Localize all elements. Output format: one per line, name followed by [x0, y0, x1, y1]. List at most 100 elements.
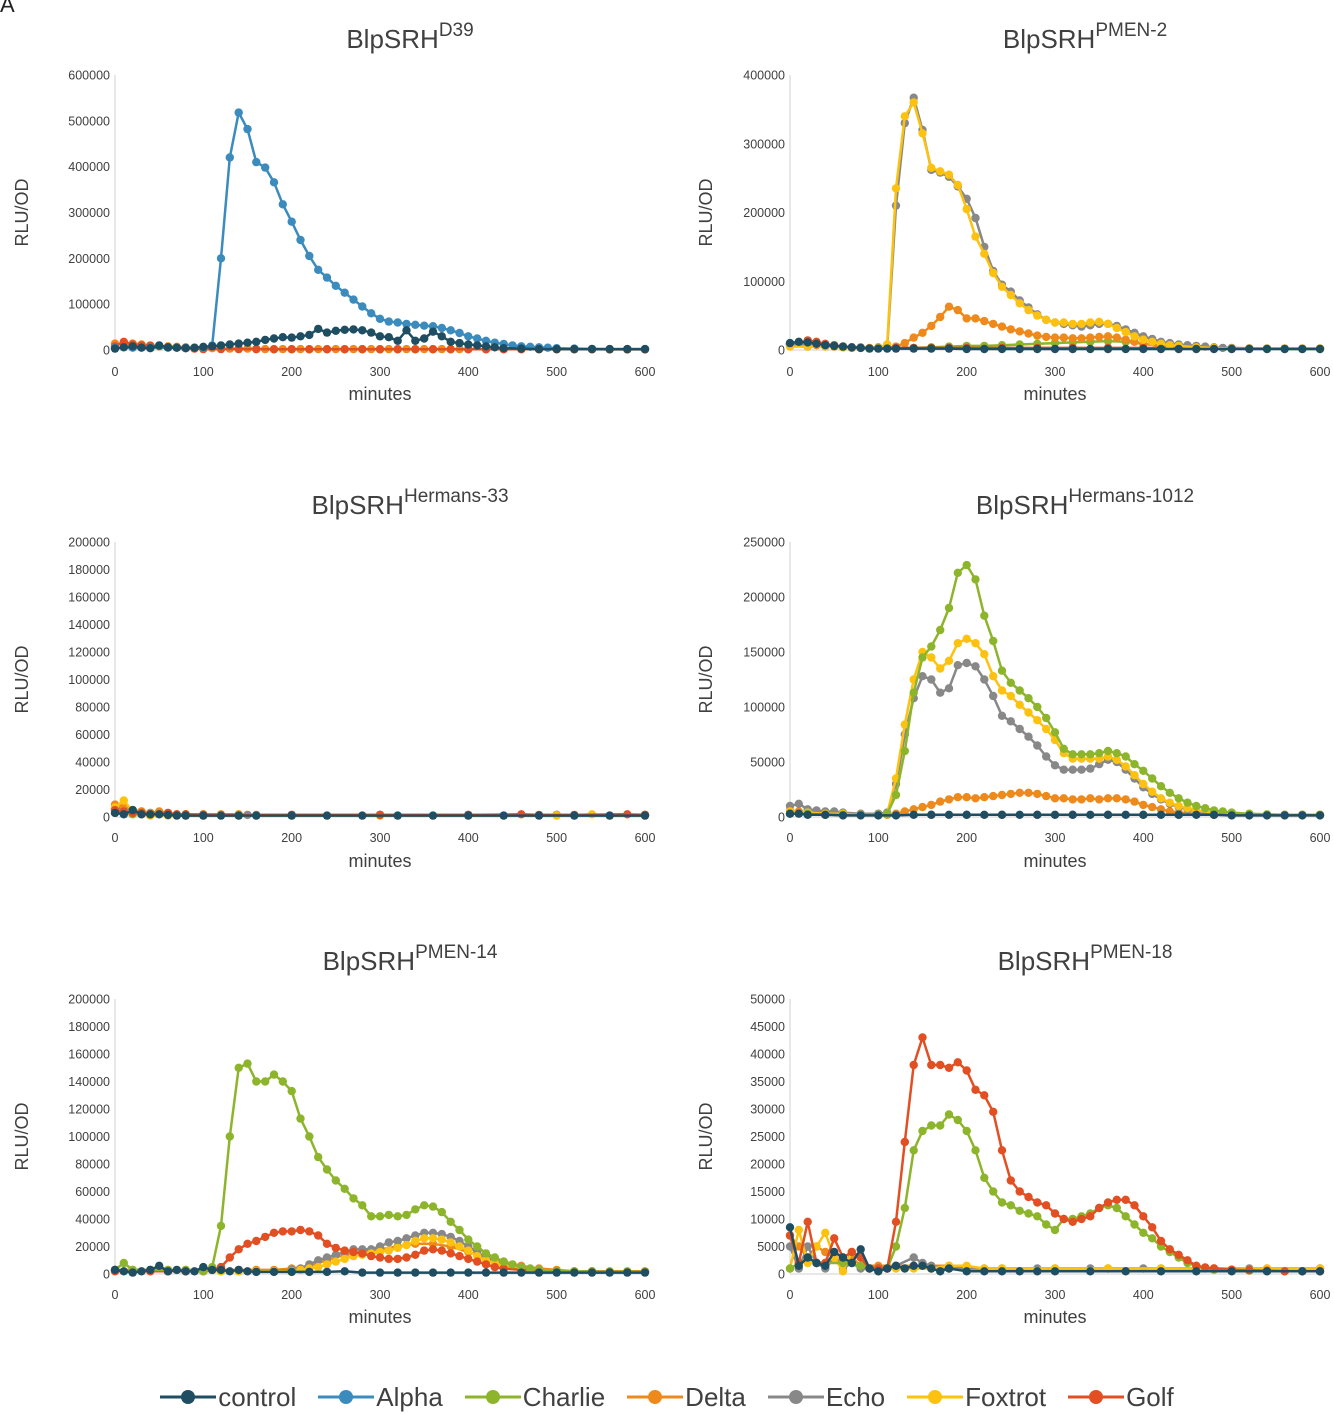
data-point	[936, 312, 945, 322]
data-point	[137, 343, 146, 352]
series-control	[785, 1223, 1325, 1276]
data-point	[1165, 798, 1175, 807]
data-point	[640, 1268, 650, 1277]
data-point	[322, 1253, 332, 1262]
data-point	[1033, 331, 1042, 340]
x-tick-label: 300	[1045, 365, 1066, 379]
data-point	[464, 332, 473, 341]
x-tick-label: 200	[956, 831, 977, 845]
data-point	[1006, 1176, 1015, 1185]
data-point	[358, 811, 367, 820]
data-point	[812, 1258, 821, 1268]
data-point	[234, 108, 243, 117]
data-point	[1103, 794, 1113, 803]
data-point	[1192, 801, 1201, 811]
chart-panel-3: BlpSRHHermans-33 0 20000 40000 60000 80000 100…	[12, 486, 655, 871]
y-tick-label: 100000	[68, 298, 110, 312]
x-tick-label: 400	[458, 365, 479, 379]
data-point	[340, 1254, 349, 1264]
data-point	[252, 811, 261, 820]
data-point	[997, 344, 1007, 354]
data-point	[1006, 290, 1015, 300]
chart-title-sup: PMEN-18	[1090, 942, 1172, 963]
x-tick-label: 600	[1310, 365, 1331, 379]
data-point	[1024, 732, 1033, 741]
y-tick-label: 160000	[68, 1048, 110, 1062]
data-point	[411, 1250, 420, 1260]
data-point	[936, 797, 945, 806]
y-tick-label: 100000	[743, 701, 785, 715]
y-tick-label: 80000	[75, 701, 110, 715]
x-tick-label: 100	[193, 365, 214, 379]
x-tick-label: 400	[458, 831, 479, 845]
data-point	[570, 344, 579, 354]
data-point	[570, 1268, 579, 1277]
data-point	[322, 1239, 332, 1249]
data-point	[1209, 344, 1219, 354]
data-point	[305, 1132, 314, 1141]
data-point	[936, 1267, 945, 1276]
data-point	[437, 1235, 446, 1244]
x-tick-label: 300	[370, 1288, 391, 1302]
data-point	[1024, 694, 1033, 703]
data-point	[490, 343, 499, 352]
data-point	[322, 328, 332, 337]
data-point	[1033, 1198, 1042, 1207]
data-point	[989, 319, 998, 329]
y-tick-label: 200000	[68, 993, 110, 1007]
y-tick-label: 0	[103, 1268, 110, 1282]
data-point	[1015, 686, 1024, 695]
data-point	[1033, 702, 1042, 712]
data-point	[1086, 1267, 1095, 1276]
series-control	[785, 809, 1325, 820]
data-point	[172, 343, 181, 352]
data-point	[927, 810, 936, 819]
data-point	[278, 333, 287, 342]
data-point	[287, 1086, 296, 1096]
data-point	[1156, 344, 1166, 354]
data-point	[812, 339, 821, 348]
data-point	[473, 341, 482, 350]
x-tick-label: 100	[868, 1288, 889, 1302]
data-point	[437, 332, 446, 341]
data-point	[1148, 337, 1157, 346]
data-point	[980, 1091, 989, 1100]
data-point	[384, 1238, 393, 1247]
data-point	[1192, 1267, 1201, 1276]
y-axis-label: RLU/OD	[696, 178, 716, 246]
data-point	[874, 1267, 883, 1276]
data-point	[172, 811, 181, 820]
data-point	[1015, 1187, 1024, 1196]
y-tick-label: 50000	[750, 756, 785, 770]
data-point	[587, 1268, 597, 1277]
x-axis-label: minutes	[1023, 851, 1086, 871]
data-point	[1262, 1267, 1272, 1276]
y-tick-label: 500000	[68, 114, 110, 128]
data-point	[393, 1268, 402, 1277]
data-point	[1050, 761, 1060, 770]
data-point	[1024, 1192, 1033, 1202]
data-point	[464, 340, 473, 349]
data-point	[322, 1260, 332, 1269]
data-point	[980, 675, 989, 684]
data-point	[605, 1268, 614, 1277]
data-point	[1183, 1256, 1192, 1265]
data-point	[1139, 810, 1148, 819]
data-point	[146, 1265, 155, 1275]
data-point	[1033, 1267, 1042, 1276]
y-axis-label: RLU/OD	[12, 1102, 32, 1170]
data-point	[216, 811, 226, 820]
data-point	[367, 1251, 376, 1261]
data-point	[1068, 810, 1077, 819]
data-point	[883, 344, 892, 353]
data-point	[989, 691, 998, 701]
x-tick-label: 300	[1045, 1288, 1066, 1302]
x-axis-label: minutes	[348, 384, 411, 404]
data-point	[1095, 749, 1104, 758]
chart-title-base: BlpSRH	[998, 946, 1090, 976]
data-point	[464, 811, 473, 820]
data-point	[1042, 315, 1051, 324]
data-point	[936, 664, 945, 673]
data-point	[314, 1262, 323, 1272]
